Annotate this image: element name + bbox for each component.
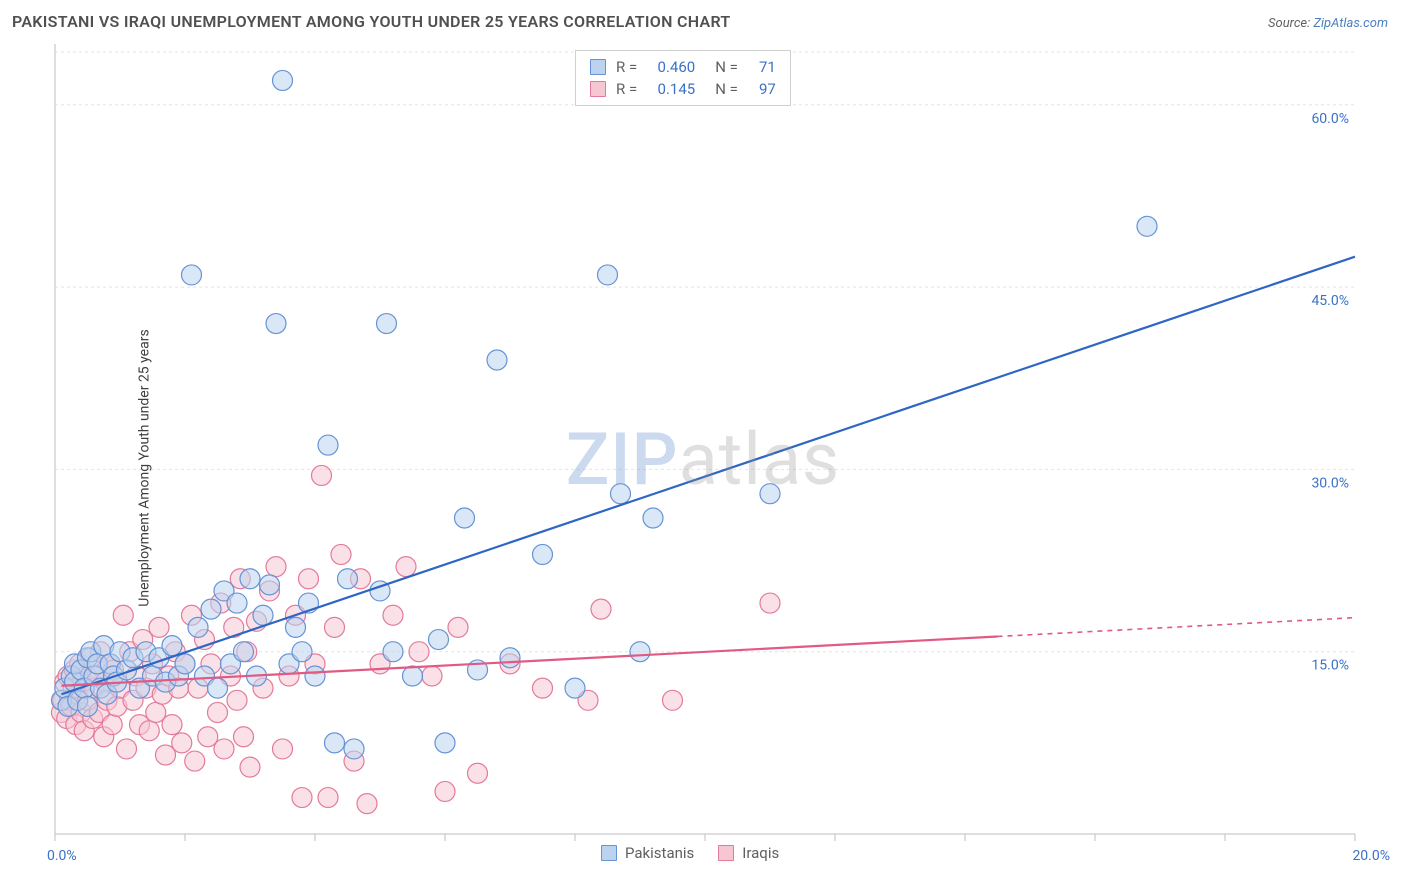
series-legend: Pakistanis Iraqis [601,844,779,862]
stat-n-label: N = [715,58,738,76]
chart-title: PAKISTANI VS IRAQI UNEMPLOYMENT AMONG YO… [12,12,731,31]
stat-n-label: N = [715,80,738,98]
svg-text:30.0%: 30.0% [1311,475,1349,491]
x-axis-max-label: 20.0% [1352,848,1390,864]
svg-text:60.0%: 60.0% [1311,111,1349,127]
legend-swatch [718,845,734,861]
stat-r-label: R = [616,58,637,76]
legend-item: Iraqis [718,844,779,862]
svg-text:15.0%: 15.0% [1311,658,1349,674]
legend-swatch [590,81,606,97]
stat-row: R = 0.145 N = 97 [576,78,790,100]
stat-r-value: 0.145 [647,80,695,98]
correlation-stats-box: R = 0.460 N = 71 R = 0.145 N = 97 [575,50,791,106]
svg-text:45.0%: 45.0% [1311,293,1349,309]
legend-label: Iraqis [742,844,779,862]
legend-label: Pakistanis [625,844,694,862]
scatter-plot: 15.0% 30.0% 45.0% 60.0% [0,44,1405,892]
x-axis-min-label: 0.0% [47,848,77,864]
y-axis-label: Unemployment Among Youth under 25 years [137,329,153,606]
stat-n-value: 97 [748,80,776,98]
source-link[interactable]: ZipAtlas.com [1313,16,1388,31]
stat-r-label: R = [616,80,637,98]
legend-swatch [590,59,606,75]
stat-row: R = 0.460 N = 71 [576,56,790,78]
stat-r-value: 0.460 [647,58,695,76]
legend-swatch [601,845,617,861]
legend-item: Pakistanis [601,844,694,862]
chart-area: Unemployment Among Youth under 25 years … [0,44,1406,892]
source-citation: Source: ZipAtlas.com [1268,16,1388,31]
stat-n-value: 71 [748,58,776,76]
source-prefix: Source: [1268,16,1313,31]
